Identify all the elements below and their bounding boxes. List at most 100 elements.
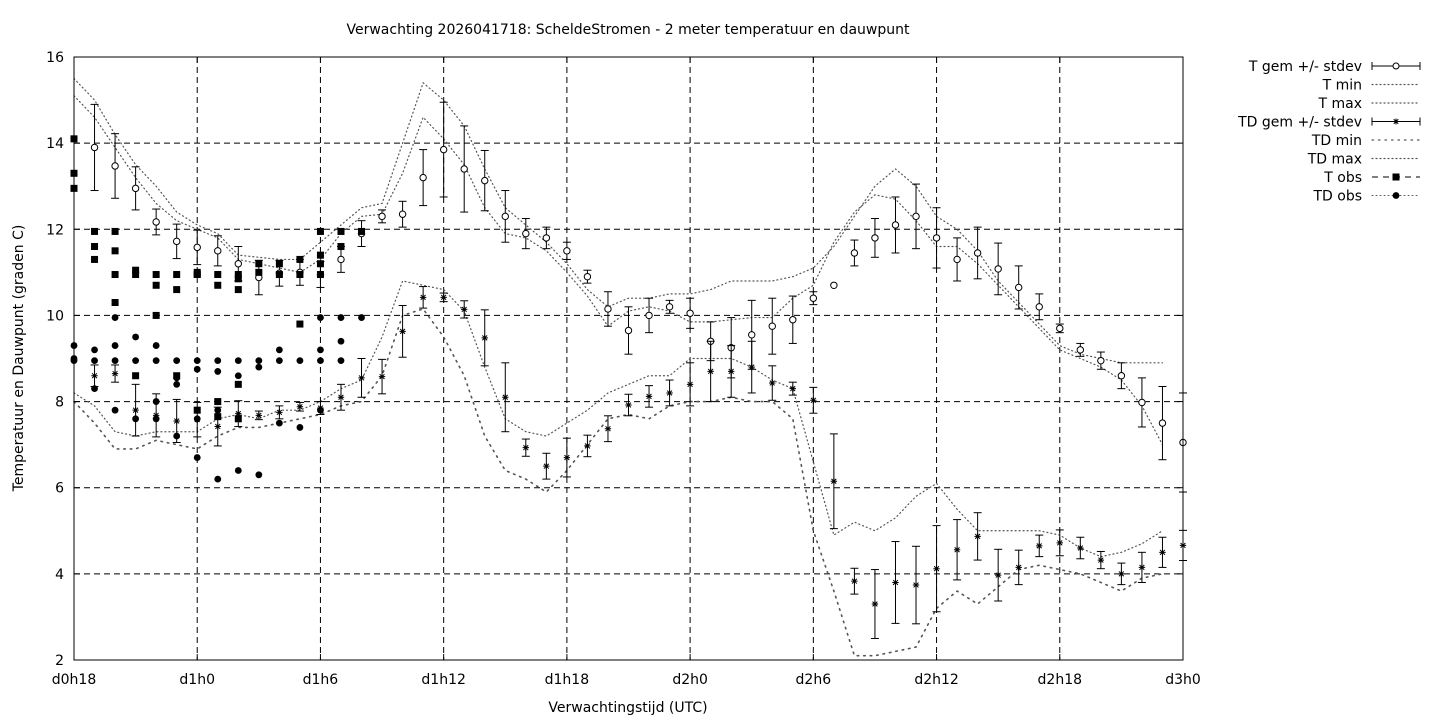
t-mean-point [521,218,530,250]
td-mean-point [1117,562,1126,586]
td-obs-marker [296,357,304,365]
t-obs-marker [214,413,222,421]
t-mean-marker [193,243,201,252]
t-mean-marker [768,322,776,330]
td-mean-marker [810,397,817,404]
td-max-line [73,280,1164,558]
td-mean-marker [255,412,263,419]
td-mean-marker [748,363,755,371]
t-mean-point [419,149,428,207]
td-mean-point [419,286,428,309]
t-mean-point [768,297,777,355]
x-tick-label: d1h0 [179,672,215,688]
t-mean-marker [583,272,592,281]
t-mean-marker [439,145,448,154]
t-obs-marker [316,251,324,259]
t-mean-point [562,241,571,260]
t-obs-marker [234,286,242,294]
td-mean-point [501,362,510,433]
t-mean-point [378,209,387,224]
td-obs-marker [214,368,222,375]
td-mean-point [378,358,387,395]
td-obs-marker [91,346,98,354]
td-mean-marker [132,406,139,414]
td-mean-marker [604,425,612,432]
t-mean-marker [891,221,900,229]
td-mean-marker [666,389,673,397]
t-mean-marker [809,294,818,302]
td-mean-marker [1118,570,1125,578]
t-obs-marker [275,271,283,279]
t-mean-point [624,306,633,355]
td-mean-marker [111,370,119,377]
t-mean-marker [665,303,674,311]
td-mean-point [1158,536,1167,568]
x-tick-label: d2h18 [1038,672,1082,688]
t-obs-marker [255,260,263,268]
td-obs-marker [132,357,140,365]
t-mean-marker [419,173,427,182]
td-obs-marker [193,357,201,365]
t-mean-point [131,166,140,211]
td-mean-marker [235,410,242,417]
t-mean-marker [871,234,879,242]
td-mean-marker [769,379,776,387]
td-obs-marker [275,346,283,354]
t-mean-marker [460,165,468,173]
td-mean-marker [563,454,571,461]
legend-marker [1392,62,1400,70]
y-tick-label: 16 [46,50,64,66]
t-obs-marker [214,398,222,406]
x-tick-label: d0h18 [52,672,96,688]
td-mean-point [521,438,530,457]
td-mean-point [1096,550,1105,570]
td-mean-point [973,512,982,561]
td-mean-marker [1097,556,1105,564]
t-mean-marker [398,210,407,218]
td-mean-marker [974,533,981,540]
t-obs-marker [132,266,140,274]
y-tick-label: 8 [55,395,64,411]
t-mean-point [603,291,612,327]
td-obs-marker [91,385,98,393]
td-mean-marker [378,373,386,380]
t-mean-point [809,291,818,306]
td-obs-marker [91,357,98,365]
t-obs-marker [152,281,160,289]
td-mean-point [994,548,1003,602]
td-mean-marker [830,478,838,485]
td-mean-marker [727,368,735,375]
t-mean-marker [1015,283,1023,292]
t-mean-point [994,242,1003,296]
td-obs-marker [111,314,119,321]
td-obs-marker [152,415,160,423]
td-obs-marker [317,314,324,321]
td-mean-marker [543,462,550,470]
t-min-line [73,95,1164,446]
t-mean-marker [378,212,386,221]
td-mean-point [891,541,900,624]
t-obs-marker [132,372,140,380]
t-mean-point [111,133,120,199]
td-mean-marker [522,444,530,451]
t-obs-marker [358,227,366,235]
t-obs-marker [316,260,324,268]
td-mean-marker [851,577,858,585]
td-obs-marker [337,337,345,345]
td-obs-marker [152,342,160,349]
td-obs-marker [111,406,119,414]
axis-ticks: d0h18 d1h0 d1h6 d1h12 d1h18 d2h0 d2h6 d2h12 d2h1… [46,50,1201,688]
td-mean-point [295,401,304,412]
t-mean-point [542,226,551,250]
td-mean-marker [1056,539,1063,547]
t-mean-point [645,297,654,334]
t-mean-marker [686,309,694,317]
t-mean-point [1096,351,1105,370]
t-mean-point [932,207,941,269]
t-obs-marker [316,271,324,279]
t-mean-point [439,101,448,198]
td-obs-marker [255,363,263,371]
td-mean-marker [502,394,509,401]
t-obs-marker [91,227,99,235]
